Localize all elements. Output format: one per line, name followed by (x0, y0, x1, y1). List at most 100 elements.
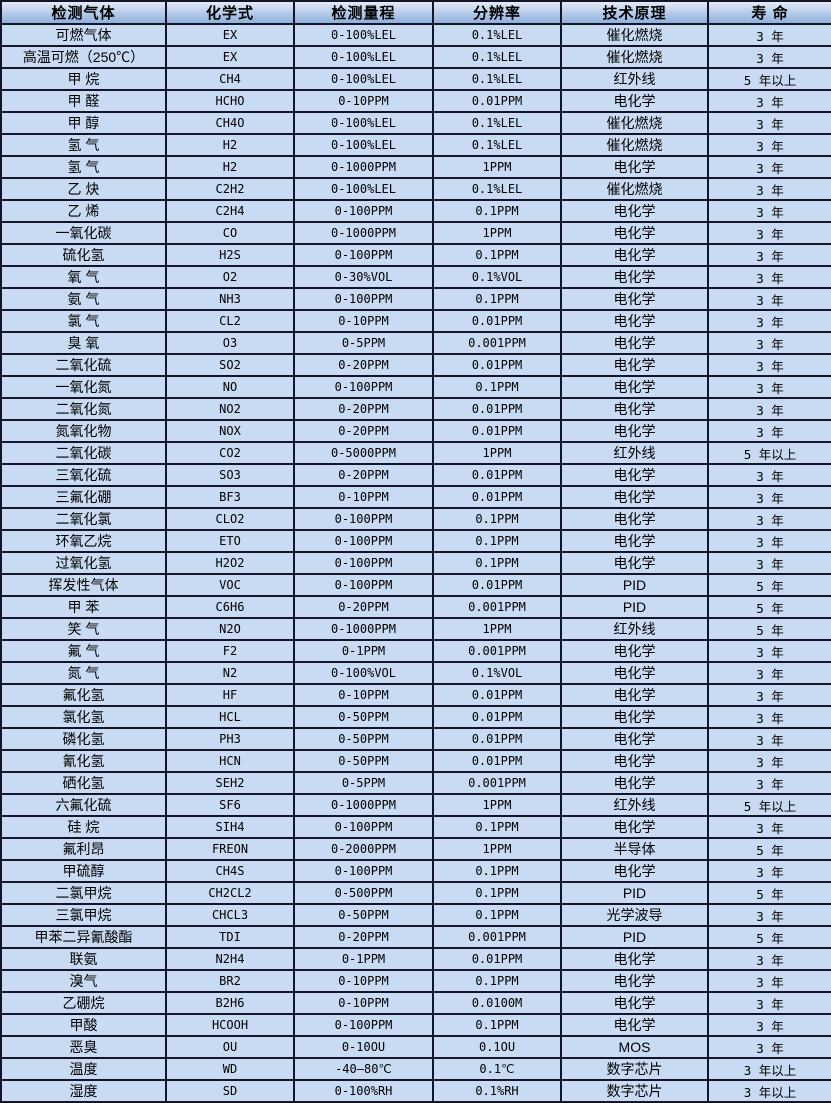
cell-resolution: 0.1PPM (432, 1013, 562, 1037)
cell-resolution: 0.1%LEL (432, 133, 562, 157)
cell-range: 0-50PPM (293, 705, 434, 729)
cell-principle: PID (560, 595, 709, 619)
cell-gas: 硫化氢 (0, 243, 167, 267)
cell-resolution: 0.1PPM (432, 529, 562, 553)
cell-resolution: 0.01PPM (432, 485, 562, 509)
cell-principle: 电化学 (560, 529, 709, 553)
cell-gas: 二氧化碳 (0, 441, 167, 465)
table-row: 硅 烷 SIH4 0-100PPM 0.1PPM 电化学 3 年 (0, 815, 831, 839)
cell-range: 0-100%LEL (293, 111, 434, 135)
table-row: 二氧化氮 NO2 0-20PPM 0.01PPM 电化学 3 年 (0, 397, 831, 421)
cell-gas: 硒化氢 (0, 771, 167, 795)
cell-range: 0-100%LEL (293, 133, 434, 157)
cell-resolution: 0.1%LEL (432, 111, 562, 135)
cell-principle: PID (560, 881, 709, 905)
cell-formula: SD (165, 1079, 295, 1103)
cell-resolution: 0.1PPM (432, 287, 562, 311)
table-row: 可燃气体 EX 0-100%LEL 0.1%LEL 催化燃烧 3 年 (0, 23, 831, 47)
cell-range: 0-2000PPM (293, 837, 434, 861)
cell-formula: H2 (165, 133, 295, 157)
cell-gas: 氨 气 (0, 287, 167, 311)
header-row: 检测气体 化学式 检测量程 分辨率 技术原理 寿 命 (0, 0, 831, 25)
cell-principle: 催化燃烧 (560, 111, 709, 135)
cell-gas: 甲 醛 (0, 89, 167, 113)
cell-formula: WD (165, 1057, 295, 1081)
cell-lifespan: 5 年以上 (707, 67, 831, 91)
table-row: 氟 气 F2 0-1PPM 0.001PPM 电化学 3 年 (0, 639, 831, 663)
table-row: 高温可燃（250℃） EX 0-100%LEL 0.1%LEL 催化燃烧 3 年 (0, 45, 831, 69)
cell-range: 0-10PPM (293, 485, 434, 509)
cell-principle: 催化燃烧 (560, 45, 709, 69)
cell-gas: 可燃气体 (0, 23, 167, 47)
cell-range: 0-100PPM (293, 529, 434, 553)
cell-range: 0-100PPM (293, 815, 434, 839)
cell-gas: 一氧化碳 (0, 221, 167, 245)
cell-resolution: 0.0100M (432, 991, 562, 1015)
cell-range: 0-10PPM (293, 683, 434, 707)
cell-formula: O3 (165, 331, 295, 355)
table-row: 氢 气 H2 0-100%LEL 0.1%LEL 催化燃烧 3 年 (0, 133, 831, 157)
cell-formula: HCOOH (165, 1013, 295, 1037)
cell-gas: 过氧化氢 (0, 551, 167, 575)
cell-resolution: 0.1OU (432, 1035, 562, 1059)
cell-resolution: 0.1PPM (432, 375, 562, 399)
cell-gas: 硅 烷 (0, 815, 167, 839)
cell-resolution: 0.1%RH (432, 1079, 562, 1103)
cell-formula: F2 (165, 639, 295, 663)
table-row: 乙 炔 C2H2 0-100%LEL 0.1%LEL 催化燃烧 3 年 (0, 177, 831, 201)
cell-principle: 电化学 (560, 859, 709, 883)
table-row: 甲 醇 CH4O 0-100%LEL 0.1%LEL 催化燃烧 3 年 (0, 111, 831, 135)
cell-formula: NO (165, 375, 295, 399)
cell-formula: SO3 (165, 463, 295, 487)
cell-lifespan: 5 年 (707, 617, 831, 641)
cell-range: 0-20PPM (293, 419, 434, 443)
cell-resolution: 0.1PPM (432, 969, 562, 993)
cell-resolution: 1PPM (432, 617, 562, 641)
cell-lifespan: 3 年 (707, 89, 831, 113)
cell-lifespan: 3 年 (707, 727, 831, 751)
cell-lifespan: 3 年 (707, 287, 831, 311)
cell-range: 0-50PPM (293, 749, 434, 773)
cell-lifespan: 5 年以上 (707, 441, 831, 465)
cell-gas: 环氧乙烷 (0, 529, 167, 553)
cell-formula: HCL (165, 705, 295, 729)
table-row: 联氨 N2H4 0-1PPM 0.01PPM 电化学 3 年 (0, 947, 831, 971)
cell-formula: CL2 (165, 309, 295, 333)
cell-resolution: 0.01PPM (432, 573, 562, 597)
cell-lifespan: 3 年 (707, 859, 831, 883)
cell-resolution: 0.1%VOL (432, 661, 562, 685)
cell-range: 0-100%LEL (293, 45, 434, 69)
cell-gas: 甲苯二异氰酸酯 (0, 925, 167, 949)
cell-lifespan: 3 年 (707, 199, 831, 223)
table-row: 臭 氧 O3 0-5PPM 0.001PPM 电化学 3 年 (0, 331, 831, 355)
cell-lifespan: 5 年 (707, 837, 831, 861)
cell-formula: C6H6 (165, 595, 295, 619)
cell-range: 0-5000PPM (293, 441, 434, 465)
cell-lifespan: 3 年 (707, 705, 831, 729)
cell-lifespan: 3 年 (707, 397, 831, 421)
cell-gas: 二氯甲烷 (0, 881, 167, 905)
cell-range: 0-100PPM (293, 551, 434, 575)
cell-lifespan: 3 年 (707, 903, 831, 927)
cell-lifespan: 3 年 (707, 133, 831, 157)
cell-formula: ETO (165, 529, 295, 553)
table-row: 氮氧化物 NOX 0-20PPM 0.01PPM 电化学 3 年 (0, 419, 831, 443)
cell-principle: 电化学 (560, 265, 709, 289)
cell-range: 0-100%VOL (293, 661, 434, 685)
table-row: 恶臭 OU 0-10OU 0.1OU MOS 3 年 (0, 1035, 831, 1059)
cell-gas: 二氧化氮 (0, 397, 167, 421)
cell-principle: 电化学 (560, 661, 709, 685)
cell-formula: CLO2 (165, 507, 295, 531)
cell-formula: EX (165, 23, 295, 47)
cell-resolution: 0.1PPM (432, 199, 562, 223)
cell-lifespan: 3 年 (707, 177, 831, 201)
cell-resolution: 0.1PPM (432, 881, 562, 905)
cell-range: 0-1000PPM (293, 221, 434, 245)
cell-range: 0-10PPM (293, 991, 434, 1015)
cell-principle: 半导体 (560, 837, 709, 861)
table-row: 溴气 BR2 0-10PPM 0.1PPM 电化学 3 年 (0, 969, 831, 993)
table-row: 三氯甲烷 CHCL3 0-50PPM 0.1PPM 光学波导 3 年 (0, 903, 831, 927)
cell-lifespan: 3 年 (707, 529, 831, 553)
cell-lifespan: 5 年以上 (707, 793, 831, 817)
